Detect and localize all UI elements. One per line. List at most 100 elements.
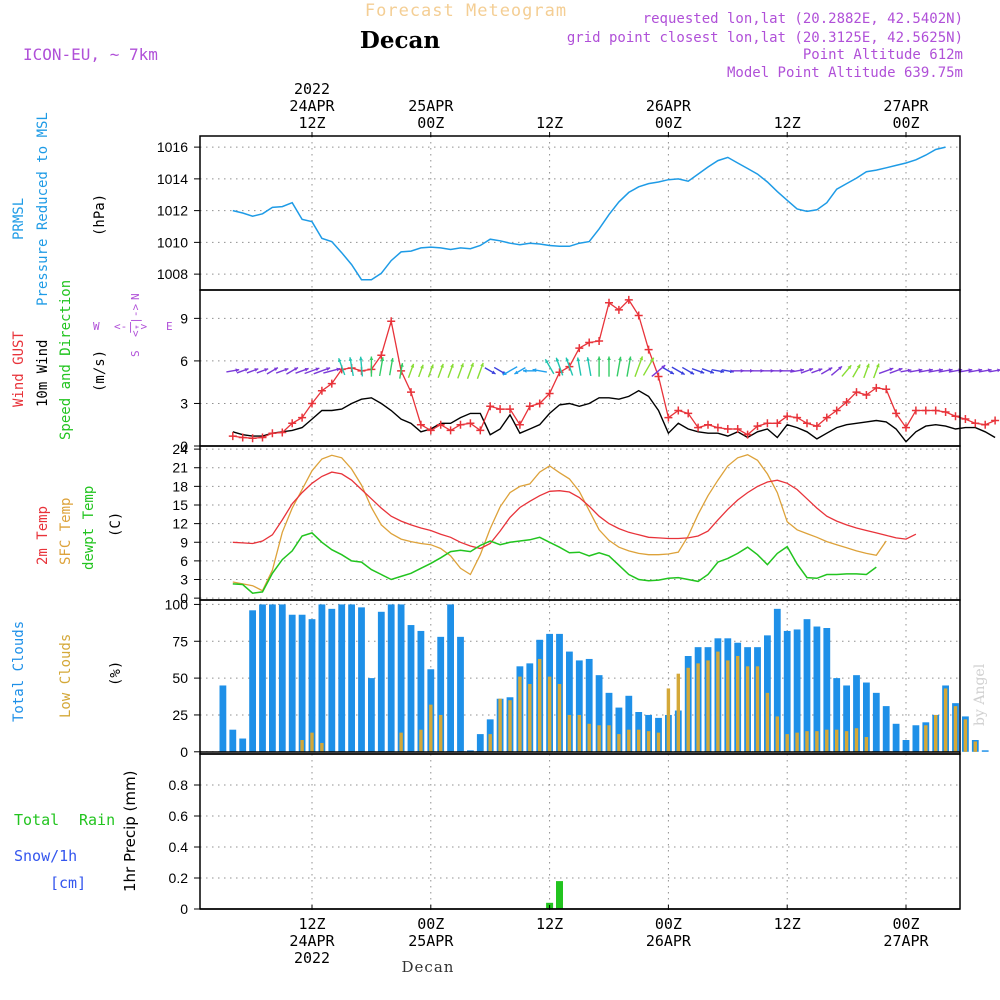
wind-ytick-label: 0: [180, 438, 188, 454]
gust-marker: [832, 406, 841, 415]
bottom-time-label: 27APR: [883, 932, 929, 950]
precip-rain-label: Rain: [79, 811, 115, 829]
gust-marker: [486, 402, 495, 411]
wind-direction-arrowhead: [390, 357, 394, 362]
total-cloud-bar: [783, 630, 791, 752]
wind-direction-arrowhead: [369, 356, 374, 360]
gust-marker: [674, 406, 683, 415]
low-cloud-bar: [775, 716, 779, 752]
low-cloud-bar: [637, 729, 641, 752]
total-cloud-bar: [575, 660, 583, 752]
low-cloud-bar: [607, 725, 611, 752]
bottom-time-label: 24APR: [289, 932, 335, 950]
wind-direction-arrowhead: [514, 370, 519, 375]
total-cloud-bar: [298, 614, 306, 752]
wind-unit: (m/s): [92, 350, 108, 392]
low-cloud-bar: [696, 663, 700, 752]
gust-marker: [684, 409, 693, 418]
wind-direction-arrowhead: [304, 367, 309, 372]
gust-marker: [793, 413, 802, 422]
low-cloud-bar: [547, 676, 552, 752]
wind-direction-arrowhead: [491, 370, 496, 374]
wind-direction-arrowhead: [420, 364, 424, 369]
model-altitude: Model Point Altitude 639.75m: [727, 65, 963, 81]
wind-direction-arrowhead: [502, 371, 507, 375]
t2m-label: 2m Temp: [35, 506, 51, 565]
low-cloud-bar: [686, 667, 690, 752]
pressure-unit: (hPa): [92, 194, 108, 236]
wind-direction-arrowhead: [359, 356, 363, 361]
gust-marker: [743, 430, 752, 439]
low-cloud-bar: [924, 725, 928, 752]
total-cloud-bar: [793, 629, 801, 752]
low-cloud-bar: [963, 719, 968, 752]
top-time-label: 24APR: [289, 97, 335, 115]
gust-marker: [416, 420, 425, 429]
total-cloud-bar: [863, 682, 870, 752]
precip-ytick-label: 0.4: [169, 839, 189, 855]
total-cloud-bar: [368, 678, 375, 752]
compass-east: E: [166, 320, 173, 333]
tsfc-line: [232, 453, 887, 592]
wind-direction-arrowhead: [875, 363, 880, 368]
wind-direction-arrowhead: [450, 363, 454, 368]
total-cloud-bar: [892, 723, 900, 752]
gust-marker: [812, 422, 821, 431]
gust-marker: [733, 424, 742, 433]
total-cloud-bar: [269, 604, 276, 752]
temp-ytick-label: 21: [172, 460, 188, 476]
low-cloud-bar: [825, 729, 829, 752]
compass-ew-arrow: <-|->: [114, 320, 147, 333]
pressure-frame: [199, 135, 961, 291]
low-cloud-bar: [716, 651, 720, 752]
clouds-unit: (%): [108, 661, 124, 686]
total-cloud-bar: [318, 604, 326, 752]
gust-marker: [466, 419, 475, 428]
low-cloud-bar: [854, 728, 859, 752]
prmsl-line: [232, 146, 946, 281]
gust-marker: [407, 388, 415, 397]
wind-direction-arrowhead: [586, 357, 591, 362]
gust-marker: [605, 298, 613, 307]
wind-direction-arrowhead: [628, 356, 632, 361]
low-cloud-bar: [498, 698, 502, 752]
total-cloud-bar: [882, 706, 890, 752]
footer-location: Decan: [402, 958, 455, 976]
wind-direction-arrowhead: [809, 368, 814, 372]
bottom-time-label: 00Z: [655, 915, 682, 933]
wind-direction-arrowhead: [336, 367, 341, 372]
total-cloud-bar: [288, 614, 296, 752]
low-cloud-bar: [805, 731, 809, 752]
temp-ytick-label: 9: [180, 534, 188, 550]
low-cloud-bar: [656, 732, 661, 752]
gust-marker: [506, 405, 514, 414]
total-clouds-label: Total Clouds: [11, 621, 27, 722]
gust-marker: [941, 407, 950, 416]
gust-marker: [387, 317, 396, 326]
low-cloud-bar: [676, 673, 680, 752]
low-cloud-bar: [646, 731, 651, 752]
bottom-time-label: 00Z: [892, 915, 919, 933]
wind-direction-arrowhead: [710, 370, 714, 374]
compass-west: W: [93, 320, 100, 333]
total-cloud-bar: [447, 604, 454, 752]
gust-marker: [258, 433, 267, 442]
low-cloud-bar: [439, 714, 443, 752]
gust-marker: [268, 429, 277, 438]
low-cloud-bar: [666, 688, 671, 752]
gust-marker: [694, 423, 703, 432]
low-cloud-bar: [755, 666, 760, 752]
wind-direction-arrowhead: [847, 365, 852, 370]
gust-marker: [288, 419, 297, 428]
low-cloud-bar: [419, 729, 423, 752]
wind-direction-arrowhead: [618, 356, 622, 361]
precip-ytick-label: 0.6: [169, 808, 189, 824]
wind-dir-label: Speed and Direction: [58, 280, 74, 440]
wind-ytick-label: 6: [180, 353, 188, 369]
total-cloud-bar: [278, 604, 286, 752]
pressure-ytick-label: 1014: [157, 171, 188, 187]
wind-direction-arrowhead: [235, 368, 240, 373]
wind-direction-arrow: [634, 356, 644, 378]
wind-direction-arrowhead: [565, 357, 570, 362]
gust-marker: [545, 389, 554, 398]
